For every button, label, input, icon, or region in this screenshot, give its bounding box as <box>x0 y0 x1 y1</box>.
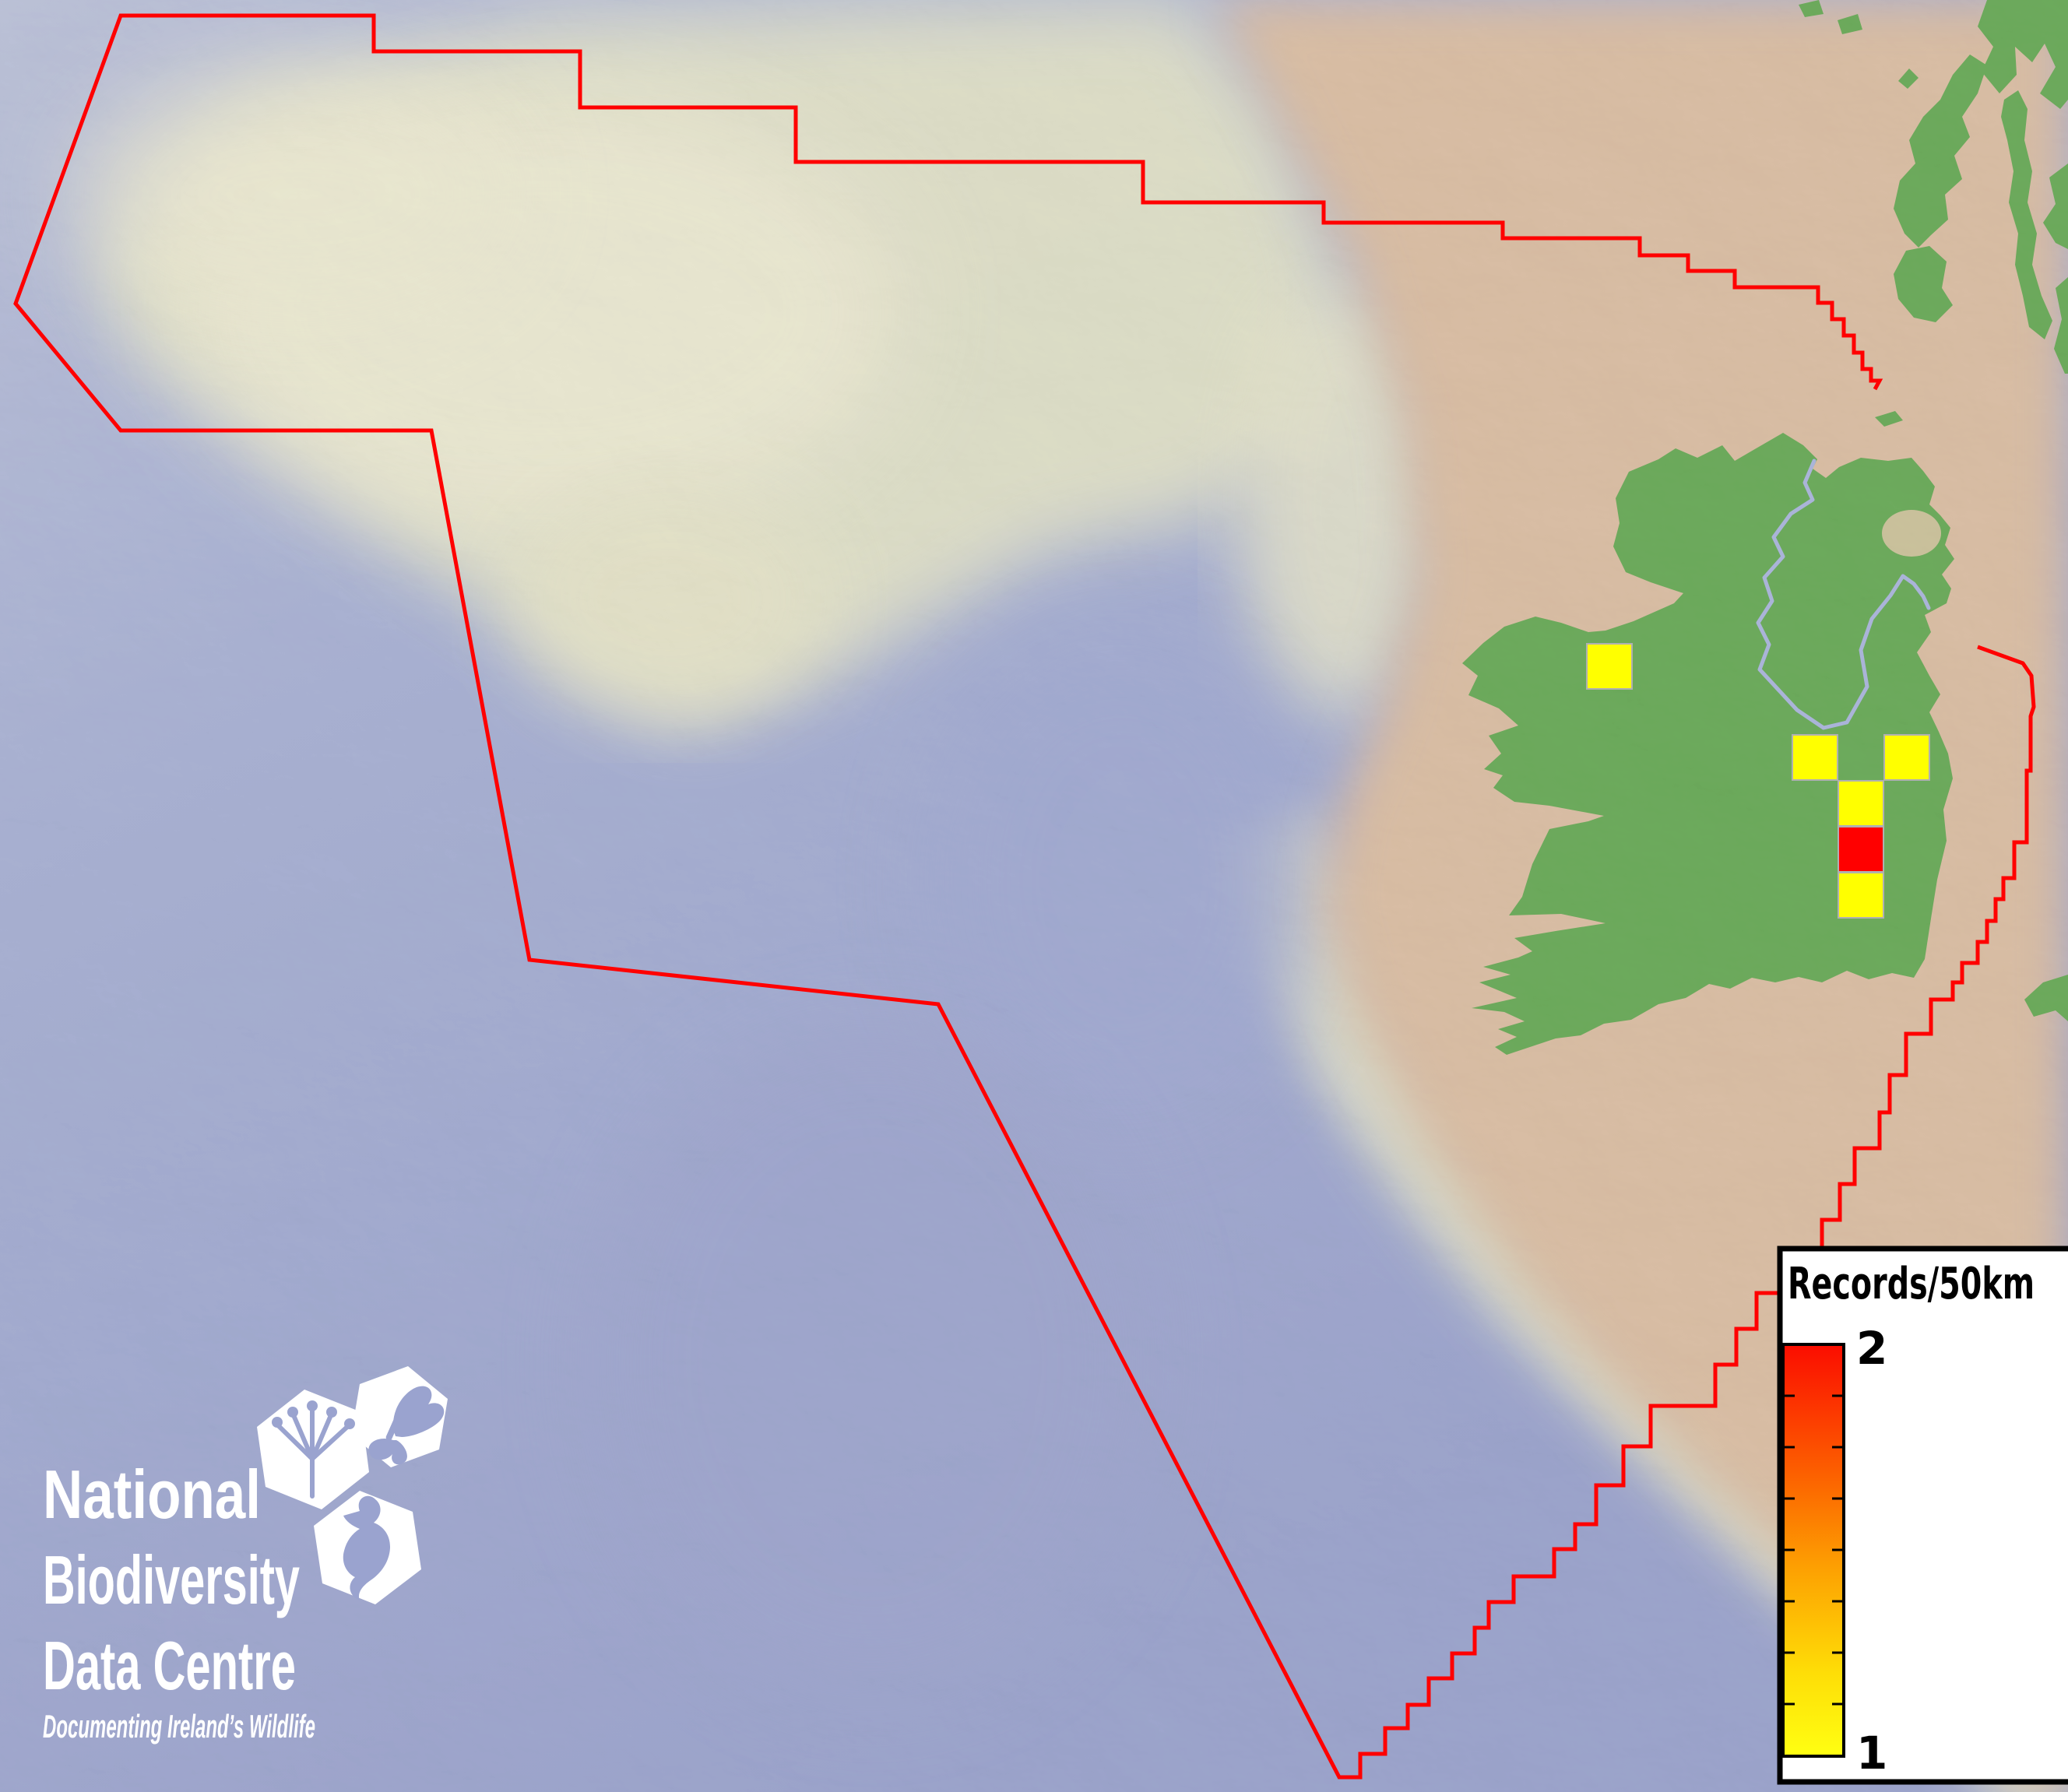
record-square[interactable] <box>1838 872 1884 919</box>
record-square[interactable] <box>1586 643 1633 690</box>
legend-max-label: 2 <box>1856 1322 1887 1375</box>
legend-panel: Records/50km 2 1 <box>1777 1246 2068 1785</box>
legend-min-label: 1 <box>1856 1727 1887 1780</box>
record-square[interactable] <box>1792 734 1838 781</box>
logo-line-2: Biodiversity <box>43 1541 300 1618</box>
records-layer <box>1586 643 1930 919</box>
legend-title: Records/50km <box>1788 1259 2035 1309</box>
logo-hexagons <box>257 1366 448 1604</box>
logo-line-3: Data Centre <box>43 1627 296 1704</box>
ni-border-line <box>1756 459 1931 730</box>
seahorse-icon <box>343 1495 391 1601</box>
butterfly-icon <box>368 1386 445 1465</box>
record-square[interactable] <box>1838 826 1884 873</box>
eez-boundary-line <box>13 13 2036 1780</box>
record-square[interactable] <box>1838 780 1884 827</box>
nbdc-logo: National Biodiversity Data Centre Docume… <box>43 1366 448 1745</box>
legend-ticks <box>1783 1394 1844 1706</box>
record-square[interactable] <box>1883 734 1930 781</box>
logo-tagline: Documenting Ireland’s Wildlife <box>43 1708 315 1745</box>
plant-umbel-icon <box>272 1400 355 1499</box>
logo-line-1: National <box>43 1456 261 1533</box>
